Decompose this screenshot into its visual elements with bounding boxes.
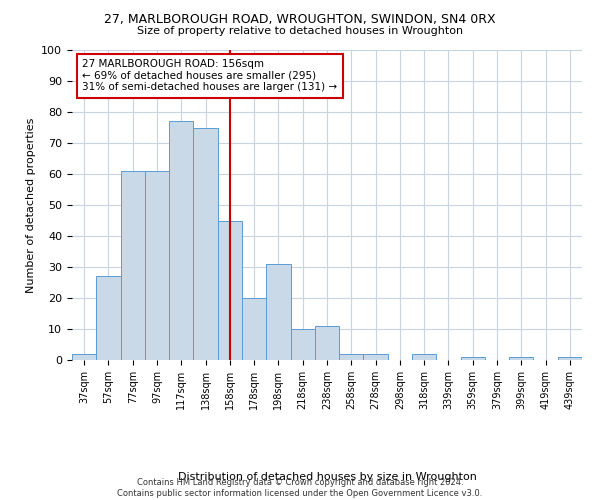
Y-axis label: Number of detached properties: Number of detached properties: [26, 118, 36, 292]
Text: Size of property relative to detached houses in Wroughton: Size of property relative to detached ho…: [137, 26, 463, 36]
Bar: [266, 264, 290, 360]
Bar: [339, 354, 364, 360]
Bar: [290, 329, 315, 360]
Bar: [461, 357, 485, 360]
Bar: [193, 128, 218, 360]
Bar: [315, 326, 339, 360]
Text: 27, MARLBOROUGH ROAD, WROUGHTON, SWINDON, SN4 0RX: 27, MARLBOROUGH ROAD, WROUGHTON, SWINDON…: [104, 12, 496, 26]
Bar: [96, 276, 121, 360]
Bar: [121, 171, 145, 360]
Bar: [558, 357, 582, 360]
Bar: [509, 357, 533, 360]
Bar: [412, 354, 436, 360]
Text: 27 MARLBOROUGH ROAD: 156sqm
← 69% of detached houses are smaller (295)
31% of se: 27 MARLBOROUGH ROAD: 156sqm ← 69% of det…: [82, 60, 337, 92]
Bar: [242, 298, 266, 360]
Bar: [72, 354, 96, 360]
Text: Contains HM Land Registry data © Crown copyright and database right 2024.
Contai: Contains HM Land Registry data © Crown c…: [118, 478, 482, 498]
Bar: [169, 122, 193, 360]
Bar: [364, 354, 388, 360]
Bar: [218, 220, 242, 360]
Bar: [145, 171, 169, 360]
X-axis label: Distribution of detached houses by size in Wroughton: Distribution of detached houses by size …: [178, 472, 476, 482]
